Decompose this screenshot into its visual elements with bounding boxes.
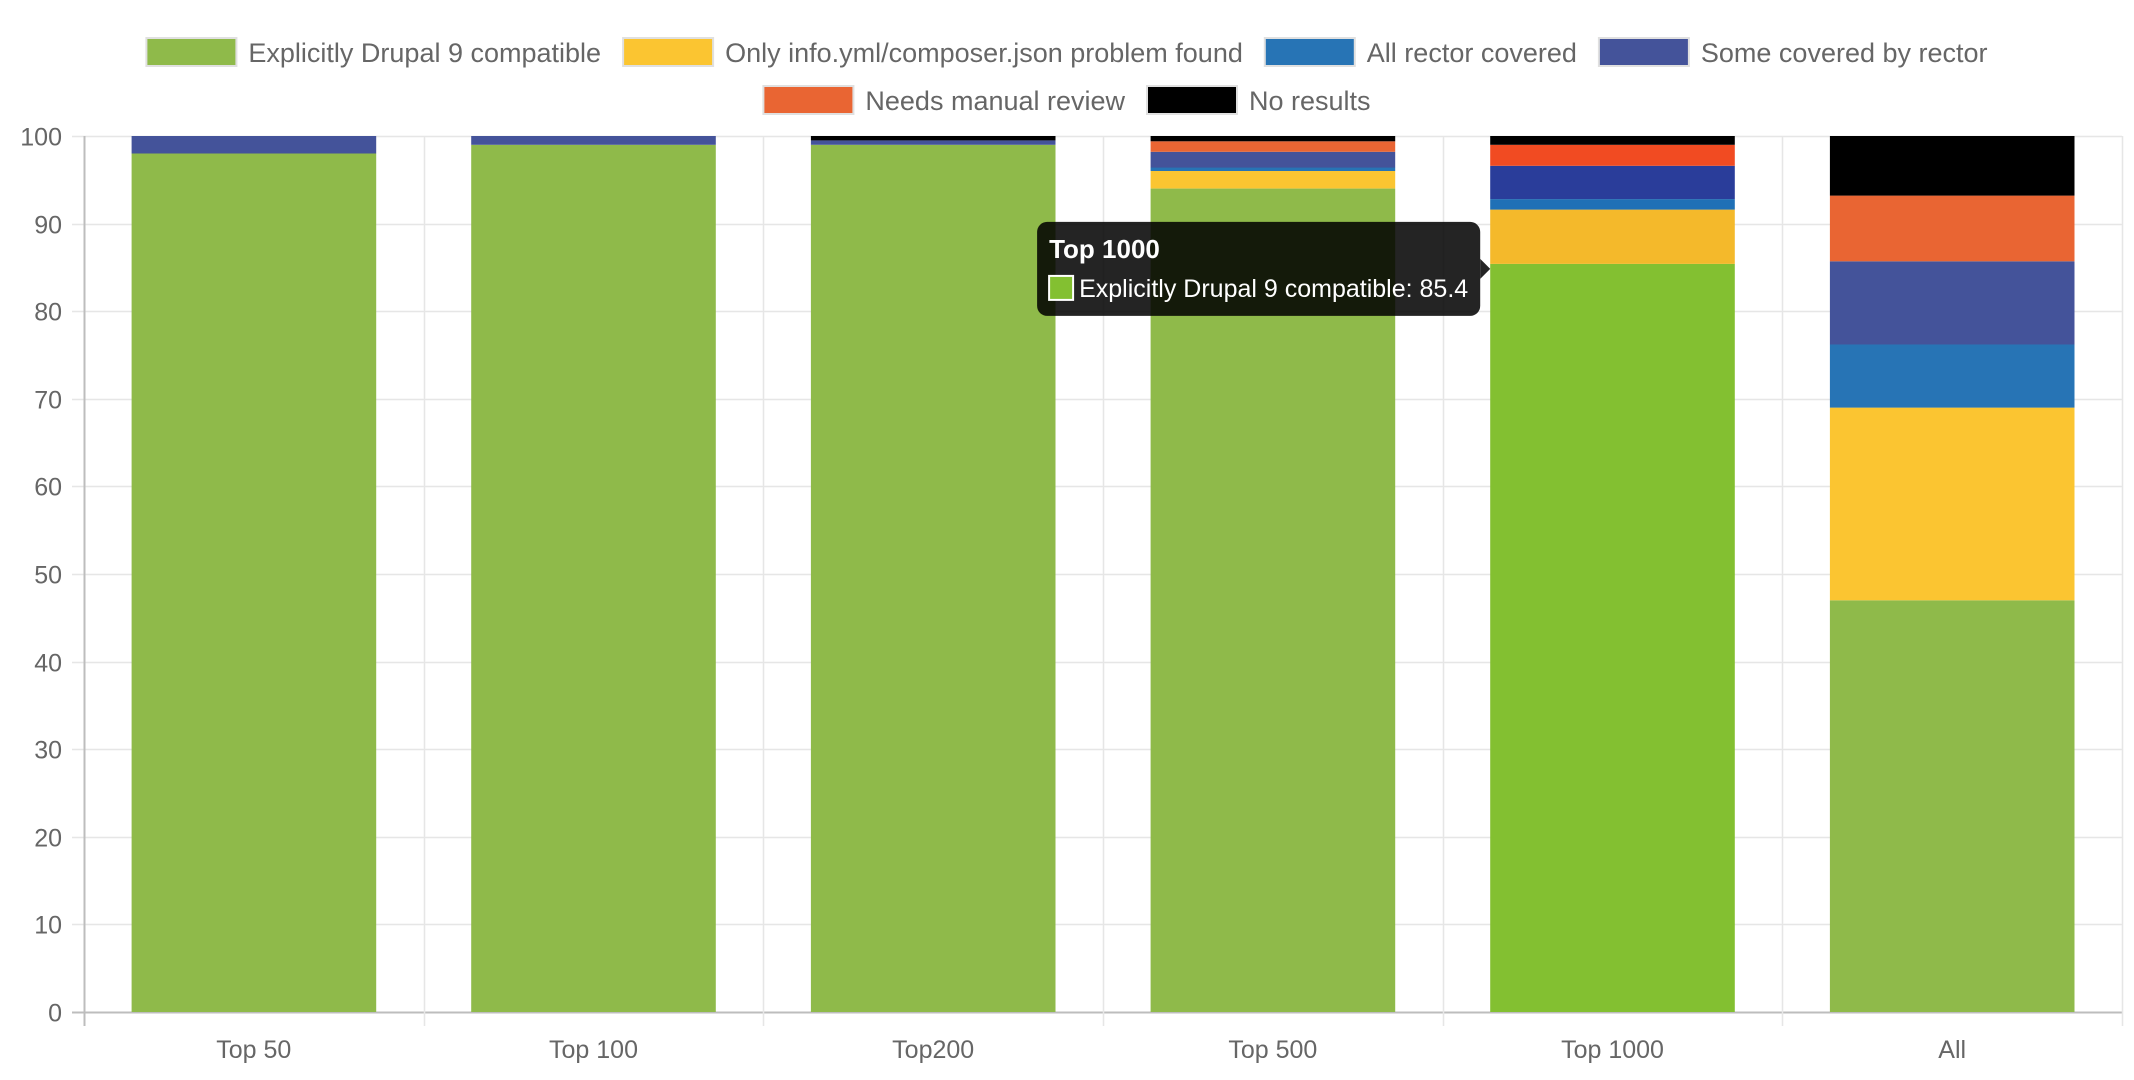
- bars: [131, 136, 2075, 1013]
- legend-swatch: [1146, 85, 1238, 115]
- x-tick-label: Top 50: [216, 1036, 291, 1064]
- bar-top-500-needs-manual-review[interactable]: [1150, 141, 1396, 152]
- legend-item-needs-manual-review[interactable]: Needs manual review: [762, 85, 1126, 116]
- legend: Explicitly Drupal 9 compatible Only info.…: [145, 37, 1988, 116]
- bar-top-100-some-covered-by-rector[interactable]: [471, 136, 716, 145]
- y-tick-label: 50: [34, 562, 62, 590]
- legend-label: Only info.yml/composer.json problem foun…: [725, 38, 1243, 68]
- bar-top-1000-all-rector-covered[interactable]: [1490, 199, 1735, 210]
- legend-swatch: [1597, 37, 1690, 67]
- bar-top-500-all-rector-covered[interactable]: [1150, 167, 1396, 172]
- legend-label: Explicitly Drupal 9 compatible: [248, 38, 601, 68]
- legend-label: Needs manual review: [865, 86, 1125, 116]
- bar-top-100-explicitly-drupal-9-compatible[interactable]: [471, 144, 716, 1013]
- y-tick-label: 40: [34, 650, 62, 678]
- bar-top200-explicitly-drupal-9-compatible[interactable]: [810, 144, 1056, 1013]
- legend-swatch: [762, 85, 855, 115]
- x-tick-label: All: [1938, 1036, 1966, 1064]
- bar-all-no-results[interactable]: [1829, 136, 2075, 196]
- y-tick-label: 0: [48, 1000, 62, 1028]
- legend-item-explicitly-drupal-9-compatible[interactable]: Explicitly Drupal 9 compatible: [145, 37, 601, 68]
- bar-top-500-only-info-yml-composer-json-problem-found[interactable]: [1150, 171, 1396, 189]
- bar-top-500-explicitly-drupal-9-compatible[interactable]: [1150, 188, 1396, 1013]
- x-tick-label: Top 1000: [1561, 1036, 1664, 1064]
- y-tick-label: 70: [34, 387, 62, 415]
- bar-all-only-info-yml-composer-json-problem-found[interactable]: [1829, 407, 2075, 601]
- bar-all-needs-manual-review[interactable]: [1829, 195, 2075, 262]
- y-tick-label: 80: [34, 299, 62, 327]
- tooltip-title: Top 1000: [1049, 234, 1160, 264]
- bar-top200-some-covered-by-rector[interactable]: [810, 140, 1056, 145]
- bar-top-500-some-covered-by-rector[interactable]: [1150, 151, 1396, 168]
- legend-swatch: [145, 37, 238, 67]
- bar-all-some-covered-by-rector[interactable]: [1829, 261, 2075, 345]
- axes: 0 10 20 30 40 50 60 70 80 90 100 Top 50 Top 100 Top20…: [20, 124, 1966, 1065]
- legend-swatch: [622, 37, 715, 67]
- bar-top-500-no-results[interactable]: [1150, 136, 1396, 142]
- legend-label: All rector covered: [1367, 38, 1577, 68]
- tooltip-box: [1037, 221, 1481, 316]
- legend-item-only-info-yml-composer-json-problem-found[interactable]: Only info.yml/composer.json problem foun…: [622, 37, 1243, 68]
- bar-top-50-explicitly-drupal-9-compatible[interactable]: [131, 153, 377, 1013]
- y-tick-label: 60: [34, 474, 62, 502]
- x-tick-label: Top 500: [1228, 1036, 1317, 1064]
- legend-label: No results: [1249, 86, 1371, 116]
- bar-top-50-some-covered-by-rector[interactable]: [131, 136, 377, 154]
- x-tick-label: Top 100: [549, 1036, 638, 1064]
- x-tick-label: Top200: [892, 1036, 974, 1064]
- bar-top-1000-needs-manual-review[interactable]: [1490, 144, 1735, 166]
- y-tick-label: 90: [34, 212, 62, 240]
- bar-top200-no-results[interactable]: [810, 136, 1056, 141]
- bar-top-1000-no-results[interactable]: [1490, 136, 1735, 145]
- bar-all-all-rector-covered[interactable]: [1829, 344, 2075, 408]
- legend-item-no-results[interactable]: No results: [1146, 85, 1371, 116]
- tooltip-swatch: [1048, 274, 1075, 301]
- legend-swatch: [1263, 37, 1356, 67]
- bar-top-1000-only-info-yml-composer-json-problem-found[interactable]: [1490, 209, 1735, 264]
- y-tick-label: 100: [20, 124, 62, 152]
- grid-lines: [72, 135, 2124, 1026]
- legend-item-all-rector-covered[interactable]: All rector covered: [1263, 37, 1577, 68]
- legend-label: Some covered by rector: [1701, 38, 1988, 68]
- legend-item-some-covered-by-rector[interactable]: Some covered by rector: [1597, 37, 1988, 68]
- tooltip: Top 1000 Explicitly Drupal 9 compatible: …: [1037, 221, 1491, 316]
- bar-top-1000-some-covered-by-rector[interactable]: [1490, 165, 1735, 200]
- y-tick-label: 30: [34, 737, 62, 765]
- y-tick-label: 10: [34, 912, 62, 940]
- tooltip-caret: [1480, 258, 1491, 279]
- tooltip-label: Explicitly Drupal 9 compatible: 85.4: [1079, 275, 1468, 303]
- bar-top-1000-explicitly-drupal-9-compatible[interactable]: [1490, 263, 1735, 1012]
- bar-all-explicitly-drupal-9-compatible[interactable]: [1829, 600, 2075, 1012]
- y-tick-label: 20: [34, 825, 62, 853]
